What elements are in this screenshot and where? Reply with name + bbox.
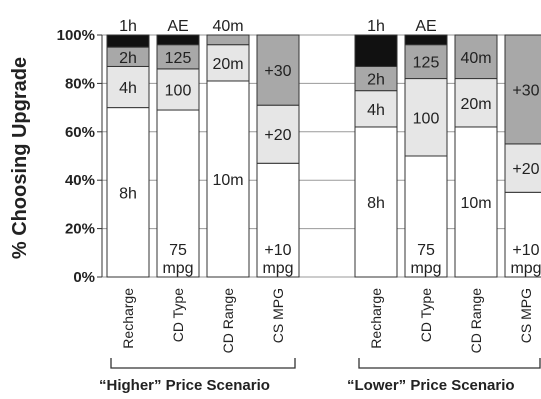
y-tick-label: 20% [65, 221, 95, 238]
group-bracket [358, 358, 541, 369]
bar-segment-8h [106, 107, 150, 278]
bar-segment-75 [404, 155, 448, 278]
segment-label: +30 [512, 82, 539, 99]
segment-label: 125 [165, 50, 192, 67]
bar-segment-100 [404, 78, 448, 157]
segment-label: +10 [264, 242, 291, 259]
segment-label: AE [167, 18, 188, 35]
bar-segment-40m [454, 34, 498, 80]
segment-label: 4h [119, 80, 137, 97]
segment-label: 125 [413, 55, 440, 72]
bar-segment-125 [404, 44, 448, 80]
bar-segment-1h [354, 34, 398, 67]
y-tick-label: 0% [73, 269, 95, 286]
bar-segment-10m [206, 80, 250, 278]
segment-label: 2h [119, 50, 137, 67]
bar-segment-125 [156, 44, 200, 70]
segment-label: mpg [162, 260, 193, 277]
bar-segment-30 [504, 34, 541, 145]
segment-label: 2h [367, 72, 385, 89]
segment-label: AE [415, 18, 436, 35]
y-tick-label: 80% [65, 75, 95, 92]
segment-label: 8h [119, 185, 137, 202]
group-bracket [110, 358, 296, 369]
bar-segment-10m [454, 126, 498, 278]
segment-label: 20m [212, 56, 243, 73]
segment-label: mpg [510, 260, 541, 277]
bar-segment-30 [256, 34, 300, 106]
segment-label: 10m [460, 195, 491, 212]
segment-label: +10 [512, 242, 539, 259]
segment-label: mpg [410, 260, 441, 277]
category-labels: Recharge CD Type CD Range CS MPG Recharge CD … [120, 288, 534, 354]
bar-segment-40m [206, 34, 250, 46]
bar-segment-ae [404, 34, 448, 46]
segment-label: 40m [460, 50, 491, 67]
segment-label: 1h [119, 18, 137, 35]
bar-segment-20 [504, 143, 541, 193]
segment-label: 10m [212, 172, 243, 189]
group-brackets: “Higher” Price Scenario “Lower” Price Sce… [99, 358, 541, 394]
segment-label: 100 [165, 82, 192, 99]
bar-segment-75 [156, 109, 200, 278]
segment-label: 75 [417, 242, 435, 259]
category-label-cd-range: CD Range [468, 288, 484, 354]
bar-segment-10 [504, 191, 541, 278]
y-tick-label: 100% [57, 27, 95, 44]
bar-segment-4h [106, 65, 150, 109]
segment-label: 20m [460, 96, 491, 113]
category-label-recharge: Recharge [120, 288, 136, 349]
segment-label: 75 [169, 242, 187, 259]
segment-label: +20 [512, 161, 539, 178]
bar-segment-8h [354, 126, 398, 278]
group-label: “Higher” Price Scenario [99, 377, 270, 394]
bars: 8h4h2h1h75mpg100125AE10m20m40m+10mpg+20+… [106, 18, 541, 278]
bar-segment-ae [156, 34, 200, 46]
bar-segment-100 [156, 68, 200, 111]
segment-label: 40m [212, 18, 243, 35]
group-label: “Lower” Price Scenario [347, 377, 515, 394]
category-label-cd-range: CD Range [220, 288, 236, 354]
category-label-cd-type: CD Type [418, 288, 434, 342]
segment-label: mpg [262, 260, 293, 277]
segment-label: 100 [413, 110, 440, 127]
segment-label: 8h [367, 195, 385, 212]
y-tick-label: 60% [65, 124, 95, 141]
category-label-cs-mpg: CS MPG [518, 288, 534, 343]
segment-label: 4h [367, 102, 385, 119]
y-axis-title: % Choosing Upgrade [9, 57, 31, 259]
category-label-recharge: Recharge [368, 288, 384, 349]
y-tick-label: 40% [65, 172, 95, 189]
y-axis-ticks: 0% 20% 40% 60% 80% 100% [57, 27, 103, 286]
category-label-cd-type: CD Type [170, 288, 186, 342]
bar-segment-20 [256, 104, 300, 164]
segment-label: 1h [367, 18, 385, 35]
segment-label: +20 [264, 127, 291, 144]
bar-segment-2h [354, 65, 398, 92]
category-label-cs-mpg: CS MPG [270, 288, 286, 343]
segment-label: +30 [264, 63, 291, 80]
bar-segment-1h [106, 34, 150, 48]
